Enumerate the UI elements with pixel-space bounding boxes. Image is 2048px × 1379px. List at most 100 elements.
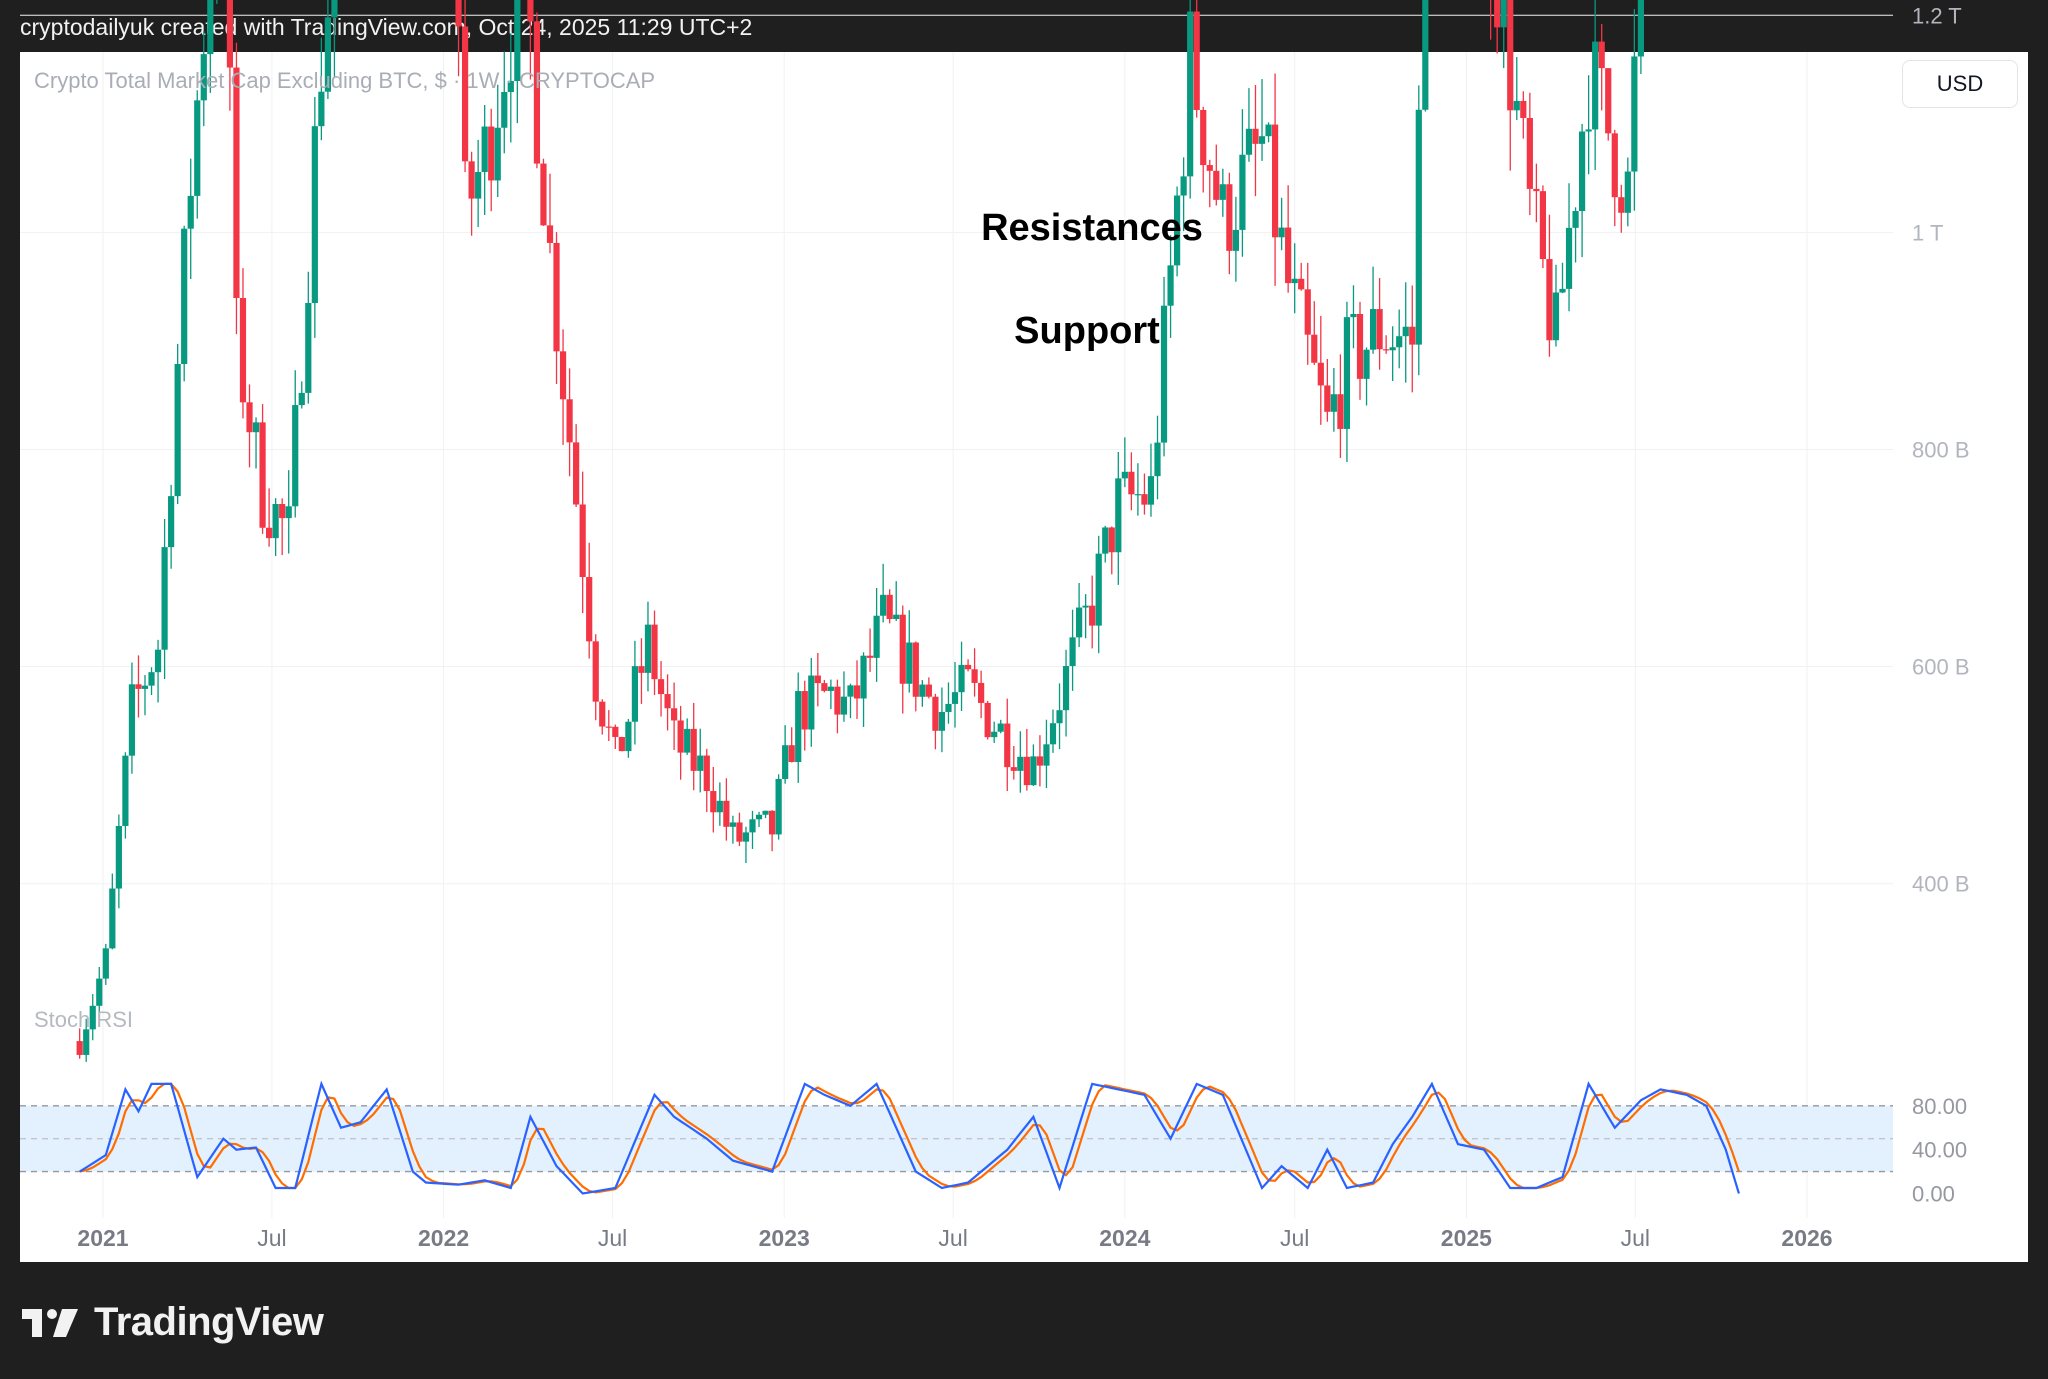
candle <box>1363 347 1370 406</box>
candle-body <box>1526 117 1533 189</box>
candle-body <box>527 0 534 22</box>
candle <box>501 51 508 154</box>
candle <box>866 628 874 672</box>
candle-body <box>592 641 599 702</box>
candle <box>168 484 175 569</box>
candle-body <box>677 720 684 753</box>
candle <box>592 634 599 721</box>
candle-body <box>834 686 841 715</box>
candle-body <box>1500 0 1507 28</box>
candle-body <box>1539 191 1547 260</box>
candle <box>135 655 142 718</box>
candle <box>573 424 580 507</box>
candle <box>1422 0 1429 112</box>
candle-body <box>1402 326 1409 337</box>
candle <box>226 0 234 111</box>
candle <box>468 151 475 236</box>
candle-body <box>1004 723 1011 768</box>
candle-body <box>1056 710 1063 724</box>
candle-body <box>494 127 501 181</box>
candle <box>919 680 926 707</box>
candle <box>886 589 893 624</box>
candle-body <box>1258 136 1266 144</box>
candle-body <box>533 21 541 164</box>
candle-body <box>762 810 769 815</box>
candle <box>631 640 639 745</box>
candle-body <box>141 685 149 689</box>
candle <box>1121 437 1128 488</box>
candle-body <box>710 791 717 813</box>
brand-name: TradingView <box>94 1300 324 1344</box>
candle <box>305 271 312 404</box>
candle <box>991 721 998 743</box>
candle-body <box>958 664 965 693</box>
candle <box>664 674 671 731</box>
candle <box>272 498 279 556</box>
candle-body <box>187 195 194 229</box>
candle <box>481 104 488 216</box>
chart-panel[interactable] <box>20 52 2028 1262</box>
candle <box>141 675 149 716</box>
candle-body <box>1232 229 1239 251</box>
candle-body <box>971 669 978 683</box>
candle <box>997 719 1004 734</box>
candle-body <box>501 91 508 128</box>
candle-body <box>109 888 116 949</box>
candle <box>880 563 887 623</box>
candle <box>1245 88 1253 162</box>
candle-body <box>207 0 214 55</box>
candle-body <box>122 755 129 826</box>
grid-lines <box>20 14 1893 1218</box>
candle-body <box>1062 666 1070 711</box>
tradingview-brand[interactable]: TradingView <box>22 1300 324 1345</box>
candle-body <box>893 614 900 620</box>
candle <box>599 699 606 735</box>
candle-body <box>873 615 880 658</box>
candle-body <box>586 577 593 642</box>
candle-body <box>181 228 188 364</box>
candle-body <box>703 755 710 792</box>
candle <box>488 108 495 212</box>
candle-body <box>1546 259 1553 341</box>
currency-button[interactable]: USD <box>1902 60 2018 108</box>
candle-body <box>1324 385 1331 412</box>
candle-body <box>226 0 234 68</box>
candle-body <box>1637 0 1644 57</box>
candle-body <box>1507 0 1514 111</box>
candle-body <box>285 506 292 519</box>
candle-body <box>546 225 554 243</box>
candle <box>1102 525 1109 563</box>
candle <box>644 601 652 692</box>
stoch-rsi-pane <box>20 1080 1893 1195</box>
candle <box>1141 473 1148 515</box>
candle-body <box>168 496 175 548</box>
candle <box>1356 301 1364 400</box>
candle-body <box>1010 767 1017 771</box>
candle <box>925 677 932 699</box>
candle <box>161 519 168 680</box>
price-levels: Resistances Support <box>981 207 1203 352</box>
candle <box>1598 24 1605 111</box>
candle <box>1489 0 1492 40</box>
candle <box>945 682 952 724</box>
candle-body <box>886 594 893 620</box>
candle <box>1154 415 1161 500</box>
candle-body <box>272 503 279 539</box>
rsi-tick-label: 0.00 <box>1912 1182 1955 1207</box>
candle-body <box>906 642 913 684</box>
candle <box>1552 264 1560 347</box>
candle-body <box>840 696 848 715</box>
candle <box>899 605 906 714</box>
candle-body <box>657 679 665 695</box>
candle-body <box>1252 128 1259 144</box>
candle-body <box>161 547 168 650</box>
candle-body <box>736 822 743 842</box>
candle <box>533 12 541 169</box>
candle <box>755 811 763 827</box>
candle <box>324 0 331 99</box>
candle-body <box>1160 305 1168 443</box>
candle-body <box>115 825 122 889</box>
candle <box>1160 276 1168 457</box>
candle-body <box>1193 11 1200 111</box>
